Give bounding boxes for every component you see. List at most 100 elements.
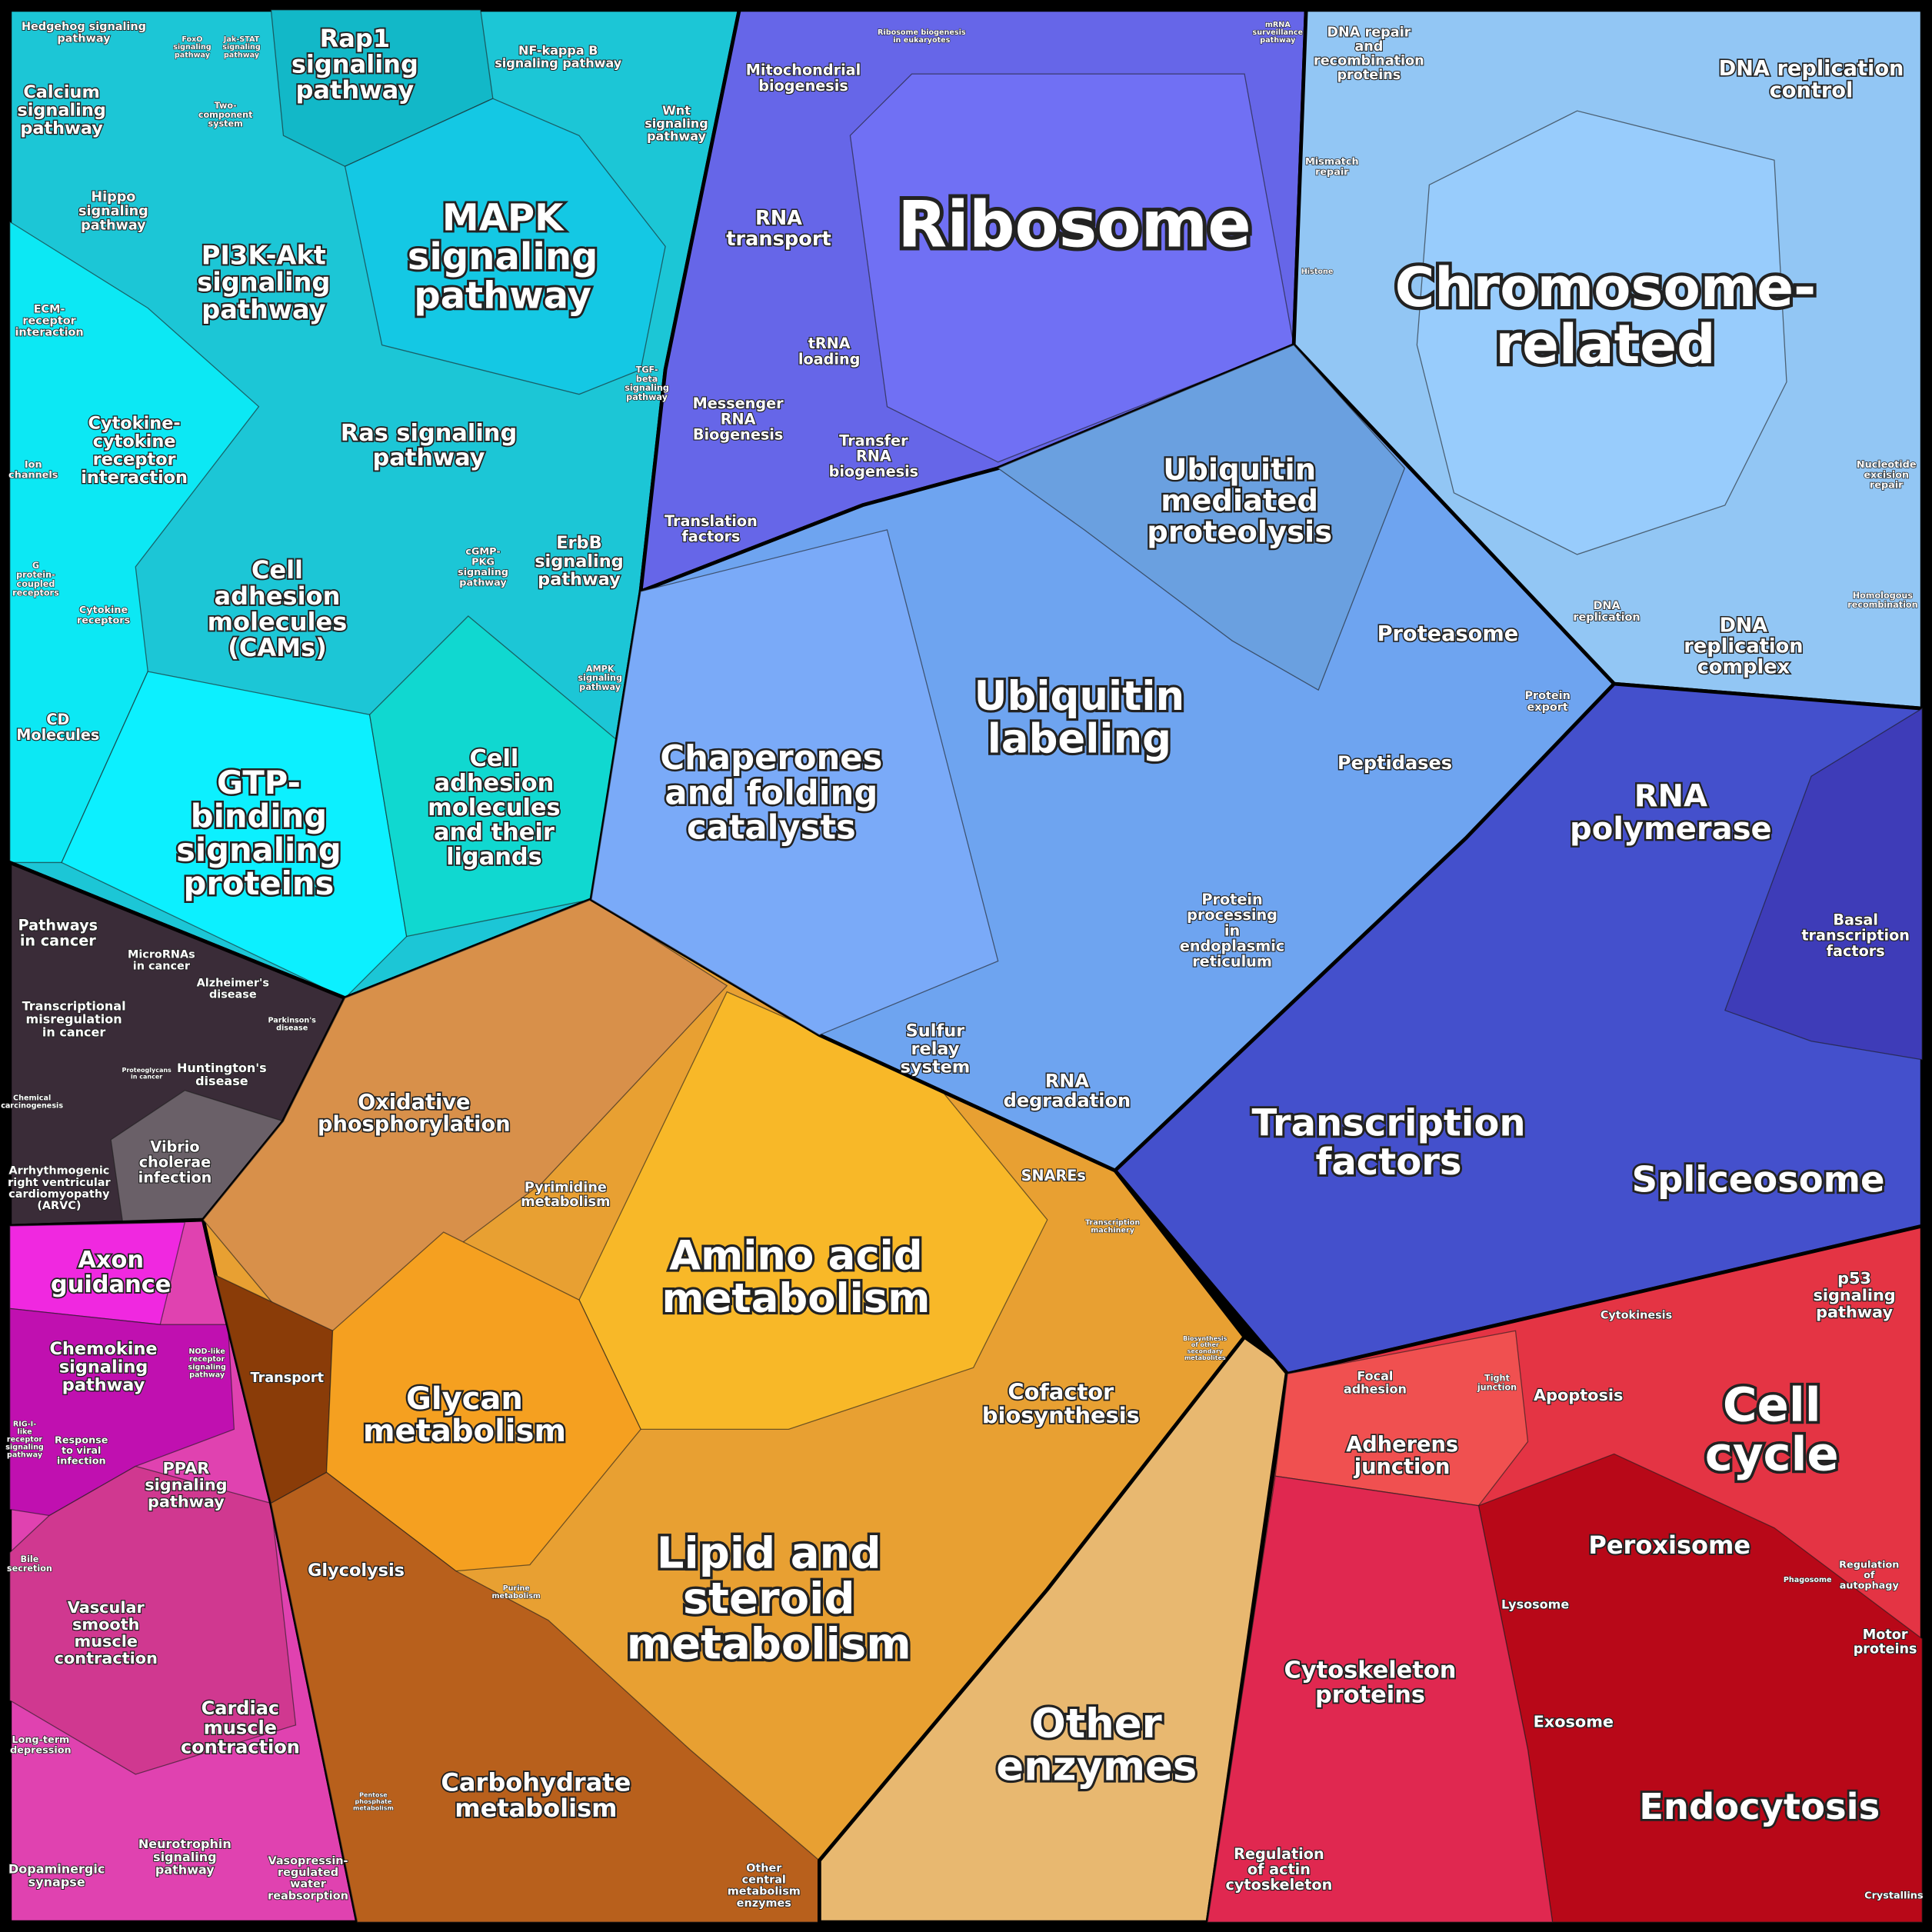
cell-region [1416,110,1787,555]
label-line: Calcium [23,82,100,102]
label-line: Rap1 [320,24,391,53]
label-line: Peroxisome [1588,1531,1750,1560]
region-label: Pyrimidine metabolism [521,1180,610,1210]
label-line: MAPK [442,197,565,240]
region-label: Chemical carcinogenesis [1,1094,63,1111]
label-line: recombination [1847,600,1917,610]
cell-region [1207,1475,1554,1923]
cell-region [344,98,666,395]
label-line: Cardiac [202,1697,280,1719]
label-line: Vascular [68,1598,145,1617]
label-line: Carbohydrate [441,1768,631,1797]
region-label: mRNA surveillance pathway [1253,21,1304,45]
label-line: enzymes [996,1744,1197,1790]
label-line: Biosynthesis [1183,1335,1227,1342]
region-label: Endocytosis [1639,1786,1880,1827]
label-line: Mitochondrial [746,62,861,79]
region-label: MAPK signaling pathway [408,197,598,318]
label-line: signaling [173,43,212,52]
label-line: factors [681,528,740,545]
label-line: receptors [12,588,59,598]
region-label: Ribosome [898,188,1251,262]
label-line: in cancer [131,1073,162,1080]
label-line: Ion [25,459,42,471]
label-line: protein- [16,570,55,580]
label-line: Parkinson's [268,1017,317,1025]
label-line: Glycan [406,1381,523,1417]
region-label: Cell adhesion molecules and their ligands [428,745,561,871]
label-line: Biogenesis [693,426,783,444]
region-label: PPAR signaling pathway [145,1459,227,1511]
label-line: Endocytosis [1639,1786,1880,1827]
label-line: GTP- [217,764,301,801]
label-line: signaling [197,268,330,298]
region-label: Response to viral infection [55,1435,108,1467]
label-line: enzymes [737,1897,791,1910]
label-line: RIG-I- [13,1420,36,1428]
region-label: Lysosome [1501,1597,1569,1611]
label-line: cytokine [93,431,176,451]
region-label: Peroxisome [1588,1531,1750,1560]
label-line: Ribosome biogenesis [878,28,966,37]
label-line: molecules [208,607,348,636]
region-label: Nucleotide excision repair [1857,459,1917,491]
label-line: Adherens [1346,1433,1458,1457]
label-line: polymerase [1570,811,1772,847]
region-label: cGMP-PKG signaling pathway [458,546,508,588]
label-line: AMPK [586,664,615,674]
label-line: biogenesis [829,463,919,481]
label-line: disease [276,1024,308,1033]
label-line: synapse [28,1874,85,1889]
label-line: signaling [59,1357,148,1377]
label-line: Oxidative [358,1091,470,1114]
region-label: Two-component system [198,101,253,129]
label-line: signaling [458,567,508,578]
label-line: Protein [1201,891,1262,908]
region-label: Messenger RNA Biogenesis [693,395,784,443]
label-line: system [901,1058,971,1078]
label-line: coupled [17,579,55,589]
label-line: SNAREs [1021,1167,1086,1184]
label-line: DNA [1720,615,1768,638]
region-label: Glycan metabolism [363,1381,566,1449]
label-line: Response [55,1435,108,1447]
label-line: Long-term [12,1734,69,1746]
label-line: Ubiquitin [1163,453,1316,488]
label-line: Other [746,1862,782,1874]
region-label: RIG-I-like receptor signaling pathway [5,1420,44,1459]
label-line: signaling [408,235,598,278]
label-line: Molecules [16,726,99,744]
region-label: Vascular smooth muscle contraction [55,1598,158,1667]
label-line: control [1770,78,1854,102]
label-line: Proteasome [1377,622,1519,646]
region-label: Long-term depression [10,1734,72,1756]
label-line: system [208,119,243,129]
region-label: Transcription factors [1251,1102,1525,1184]
label-line: disease [195,1074,248,1088]
region-label: Phagosome [1784,1576,1832,1584]
cell-region [61,671,408,999]
label-line: interaction [15,327,83,339]
label-line: to viral [62,1445,101,1457]
label-line: disease [209,988,257,1001]
label-line: signaling [153,1850,217,1864]
label-line: Cell [470,745,519,772]
label-line: Transport [251,1371,325,1386]
label-line: metabolites [1184,1354,1226,1361]
label-line: in cancer [133,961,191,973]
labels: Hedgehog signaling pathway FoxO signaling pa… [1,20,1924,1910]
label-line: RNA [1045,1071,1090,1092]
label-line: in [1224,921,1240,939]
label-line: CD [46,711,69,728]
region-label: Ubiquitin mediated proteolysis [1147,453,1332,550]
label-line: machinery [1091,1226,1134,1234]
label-line: phosphate [355,1798,392,1805]
label-line: misregulation [26,1011,122,1026]
label-line: signaling [645,116,708,131]
region-label: Neurotrophin signaling pathway [138,1837,232,1877]
label-line: proteins [184,864,335,902]
region-label: p53 signaling pathway [1813,1269,1895,1321]
label-line: proteins [1854,1641,1917,1657]
label-line: Lysosome [1501,1597,1569,1611]
